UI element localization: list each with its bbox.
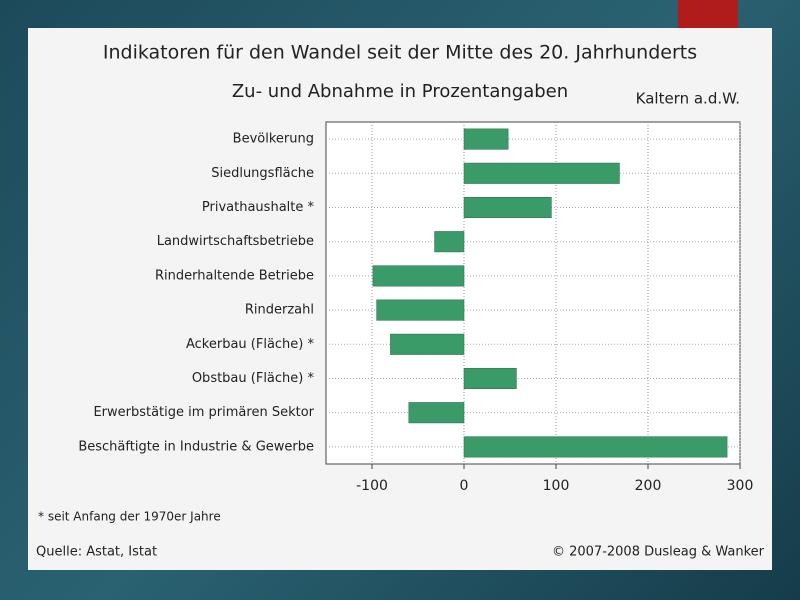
bar xyxy=(463,162,620,184)
x-tick-label: 100 xyxy=(543,478,570,494)
y-tick-label: Privathaushalte * xyxy=(202,200,315,215)
y-tick-label: Obstbau (Fläche) * xyxy=(192,371,315,386)
bar xyxy=(463,436,728,458)
y-tick-label: Ackerbau (Fläche) * xyxy=(186,337,315,352)
source: Quelle: Astat, Istat xyxy=(36,545,157,560)
chart-subtitle: Zu- und Abnahme in Prozentangaben xyxy=(232,81,568,102)
chart-title: Indikatoren für den Wandel seit der Mitt… xyxy=(103,42,697,64)
footnote: * seit Anfang der 1970er Jahre xyxy=(38,510,221,524)
y-tick-label: Landwirtschaftsbetriebe xyxy=(157,234,314,249)
copyright: © 2007-2008 Dusleag & Wanker xyxy=(552,545,765,560)
bar xyxy=(434,231,465,253)
bar xyxy=(390,333,465,355)
bar xyxy=(463,196,552,219)
bar xyxy=(463,367,517,390)
x-tick-label: -100 xyxy=(356,478,388,494)
y-tick-label: Erwerbstätige im primären Sektor xyxy=(93,405,314,420)
y-tick-label: Rinderzahl xyxy=(245,303,314,318)
x-tick-label: 0 xyxy=(460,478,469,494)
bar xyxy=(376,299,465,321)
bar xyxy=(408,402,465,424)
accent-block xyxy=(678,0,738,28)
location-label: Kaltern a.d.W. xyxy=(636,90,740,108)
y-tick-label: Rinderhaltende Betriebe xyxy=(155,268,314,283)
bar xyxy=(463,128,509,150)
x-tick-label: 300 xyxy=(727,478,754,494)
y-tick-label: Beschäftigte in Industrie & Gewerbe xyxy=(78,439,314,454)
x-tick-label: 200 xyxy=(635,478,662,494)
bar xyxy=(372,265,465,287)
y-tick-label: Bevölkerung xyxy=(233,132,314,147)
y-tick-label: Siedlungsfläche xyxy=(211,166,314,181)
